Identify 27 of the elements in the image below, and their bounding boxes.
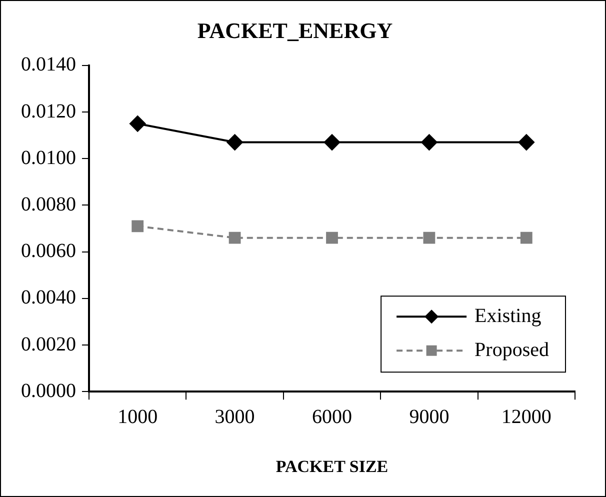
point [132, 220, 144, 232]
point [423, 232, 436, 244]
chart-title: PACKET_ENERGY [197, 18, 393, 43]
x-tick-label: 9000 [409, 406, 450, 428]
y-tick-label: 0.0000 [21, 380, 76, 402]
y-tick-label: 0.0060 [21, 240, 76, 262]
point [228, 232, 241, 244]
point [226, 134, 243, 150]
y-tick-label: 0.0140 [21, 54, 76, 76]
point [326, 232, 338, 244]
y-tick-label: 0.0020 [21, 333, 76, 356]
y-tick-label: 0.0040 [21, 286, 76, 309]
y-tick-label: 0.0100 [21, 146, 76, 169]
y-tick-label: 0.0120 [21, 100, 76, 122]
point [421, 134, 438, 150]
point [518, 134, 534, 150]
x-tick-label: 12000 [501, 406, 552, 428]
point [324, 134, 340, 150]
point [520, 232, 532, 244]
legend-label: Proposed [474, 338, 550, 361]
point [130, 116, 146, 132]
x-tick-label: 6000 [312, 406, 352, 428]
x-tick-label: 1000 [118, 406, 158, 428]
x-tick-label: 3000 [214, 406, 255, 428]
y-tick-label: 0.0080 [21, 193, 76, 216]
legend-label: Existing [474, 304, 542, 327]
x-axis-title: PACKET SIZE [276, 457, 388, 476]
